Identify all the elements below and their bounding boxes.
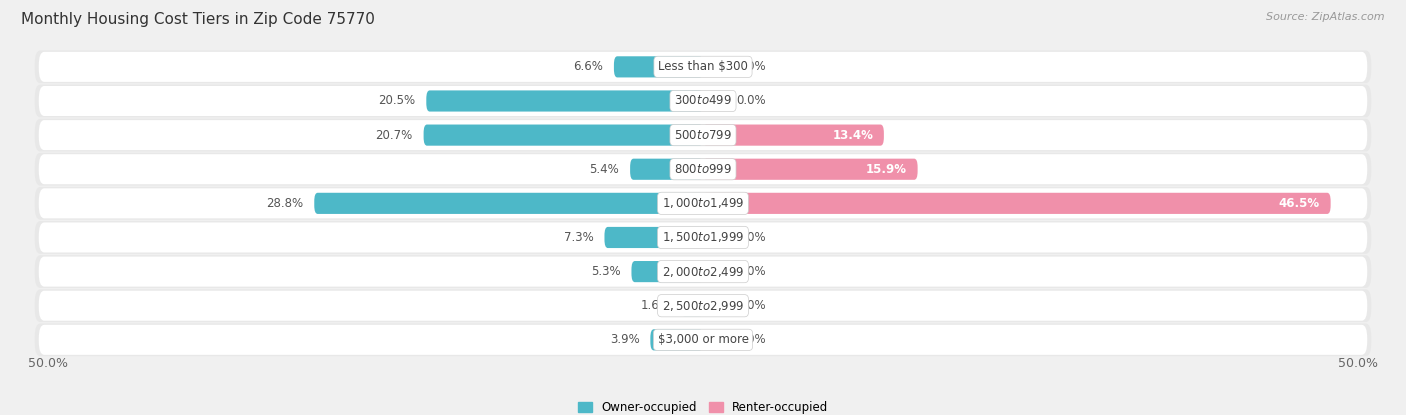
Text: $800 to $999: $800 to $999 <box>673 163 733 176</box>
FancyBboxPatch shape <box>35 323 1371 356</box>
FancyBboxPatch shape <box>682 295 703 316</box>
Text: 0.0%: 0.0% <box>737 95 766 107</box>
Text: 46.5%: 46.5% <box>1278 197 1320 210</box>
Text: $2,000 to $2,499: $2,000 to $2,499 <box>662 265 744 278</box>
FancyBboxPatch shape <box>39 188 1367 218</box>
FancyBboxPatch shape <box>35 119 1371 151</box>
FancyBboxPatch shape <box>35 221 1371 254</box>
FancyBboxPatch shape <box>35 289 1371 322</box>
Text: 0.0%: 0.0% <box>737 60 766 73</box>
FancyBboxPatch shape <box>35 255 1371 288</box>
FancyBboxPatch shape <box>703 159 918 180</box>
Text: 0.0%: 0.0% <box>737 265 766 278</box>
FancyBboxPatch shape <box>423 124 703 146</box>
Text: 6.6%: 6.6% <box>574 60 603 73</box>
Text: 3.9%: 3.9% <box>610 333 640 347</box>
FancyBboxPatch shape <box>614 56 703 78</box>
Text: $1,000 to $1,499: $1,000 to $1,499 <box>662 196 744 210</box>
Text: $1,500 to $1,999: $1,500 to $1,999 <box>662 230 744 244</box>
Text: Less than $300: Less than $300 <box>658 60 748 73</box>
Text: 20.7%: 20.7% <box>375 129 413 142</box>
Text: 5.4%: 5.4% <box>589 163 619 176</box>
FancyBboxPatch shape <box>39 86 1367 116</box>
FancyBboxPatch shape <box>315 193 703 214</box>
FancyBboxPatch shape <box>605 227 703 248</box>
Text: Source: ZipAtlas.com: Source: ZipAtlas.com <box>1267 12 1385 22</box>
FancyBboxPatch shape <box>35 187 1371 220</box>
Text: 0.0%: 0.0% <box>737 231 766 244</box>
Text: 13.4%: 13.4% <box>832 129 873 142</box>
FancyBboxPatch shape <box>39 120 1367 150</box>
Text: 15.9%: 15.9% <box>866 163 907 176</box>
Text: 1.6%: 1.6% <box>641 299 671 312</box>
FancyBboxPatch shape <box>426 90 703 112</box>
Text: Monthly Housing Cost Tiers in Zip Code 75770: Monthly Housing Cost Tiers in Zip Code 7… <box>21 12 375 27</box>
FancyBboxPatch shape <box>39 222 1367 252</box>
Legend: Owner-occupied, Renter-occupied: Owner-occupied, Renter-occupied <box>572 396 834 415</box>
Text: 0.0%: 0.0% <box>737 299 766 312</box>
Text: $3,000 or more: $3,000 or more <box>658 333 748 347</box>
FancyBboxPatch shape <box>703 193 1330 214</box>
FancyBboxPatch shape <box>703 124 884 146</box>
Text: $500 to $799: $500 to $799 <box>673 129 733 142</box>
Text: 7.3%: 7.3% <box>564 231 593 244</box>
FancyBboxPatch shape <box>35 51 1371 83</box>
Text: $300 to $499: $300 to $499 <box>673 95 733 107</box>
FancyBboxPatch shape <box>39 256 1367 287</box>
FancyBboxPatch shape <box>631 261 703 282</box>
Text: 50.0%: 50.0% <box>28 357 67 370</box>
Text: 28.8%: 28.8% <box>266 197 304 210</box>
Text: 5.3%: 5.3% <box>591 265 620 278</box>
FancyBboxPatch shape <box>35 153 1371 186</box>
Text: 50.0%: 50.0% <box>1339 357 1378 370</box>
FancyBboxPatch shape <box>630 159 703 180</box>
FancyBboxPatch shape <box>651 329 703 350</box>
FancyBboxPatch shape <box>39 52 1367 82</box>
Text: 0.0%: 0.0% <box>737 333 766 347</box>
Text: 20.5%: 20.5% <box>378 95 416 107</box>
FancyBboxPatch shape <box>35 85 1371 117</box>
FancyBboxPatch shape <box>39 290 1367 321</box>
Text: $2,500 to $2,999: $2,500 to $2,999 <box>662 299 744 313</box>
FancyBboxPatch shape <box>39 154 1367 184</box>
FancyBboxPatch shape <box>39 325 1367 355</box>
